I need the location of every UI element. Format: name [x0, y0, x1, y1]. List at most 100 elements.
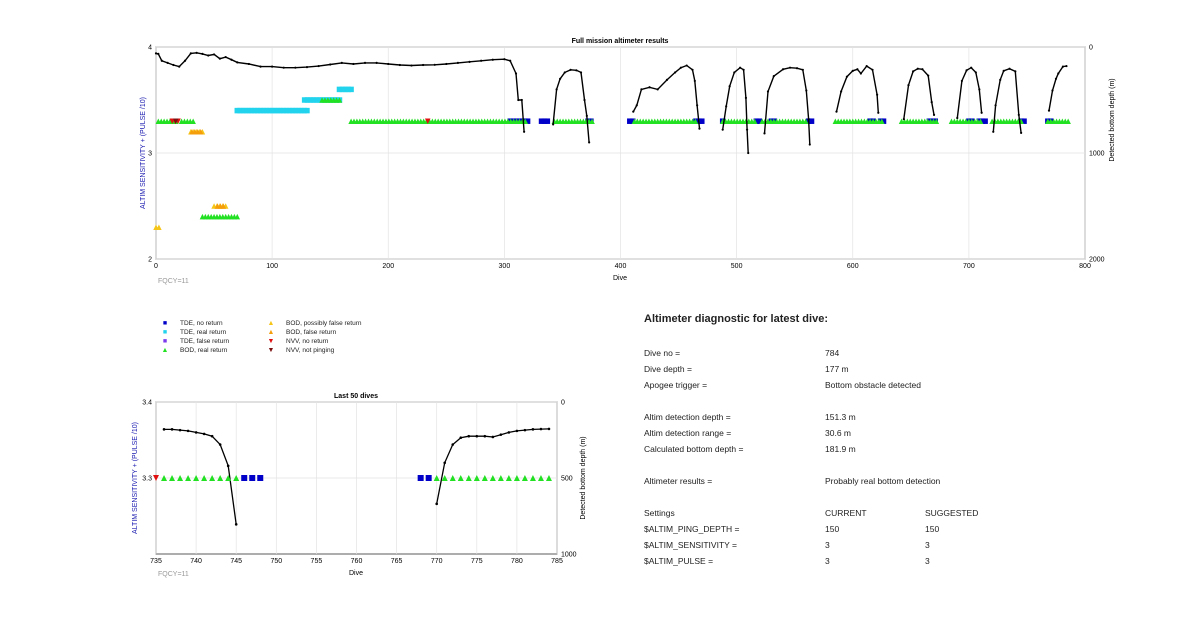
depth-point — [514, 72, 518, 75]
x-tick-label: 700 — [963, 263, 975, 270]
depth-point — [763, 132, 766, 135]
depth-point — [433, 63, 436, 66]
depth-point — [1017, 113, 1020, 116]
depth-point — [696, 104, 699, 107]
x-tick-label: 770 — [431, 558, 443, 565]
depth-point — [172, 63, 175, 67]
y-tick-label: 3.4 — [142, 400, 152, 407]
x-tick-label: 755 — [311, 558, 323, 565]
bod-real-return-marker — [933, 118, 940, 124]
bod-real-return-marker — [505, 475, 512, 481]
dive-depth-line — [903, 67, 935, 120]
depth-point — [224, 55, 227, 59]
bod-real-return-marker — [751, 118, 758, 124]
top-fqcy-annotation: FQCY=11 — [158, 278, 189, 285]
y-tick-label: 2 — [148, 257, 152, 264]
depth-point — [656, 88, 659, 91]
depth-point — [698, 127, 701, 130]
diagnostic-value: 30.6 m — [825, 428, 851, 438]
top-chart-title: Full mission altimeter results — [572, 38, 669, 45]
y-tick-label: 3.3 — [142, 476, 152, 483]
diagnostic-value: 151.3 m — [825, 412, 856, 422]
depth-point — [499, 433, 503, 436]
depth-point — [509, 59, 512, 62]
depth-point — [563, 71, 566, 74]
depth-point — [294, 66, 297, 69]
diagnostic-value: 177 m — [825, 364, 849, 374]
depth-point — [807, 117, 810, 121]
depth-point — [212, 53, 216, 56]
nvv-not-pinging-marker — [172, 118, 179, 124]
diagnostic-value: Bottom obstacle detected — [825, 380, 921, 390]
depth-point — [531, 428, 535, 431]
depth-point — [1065, 64, 1068, 68]
legend-item: ▲ BOD, real return — [160, 347, 228, 354]
tde-real-return-marker — [298, 107, 304, 114]
bod-real-return-marker — [441, 475, 448, 481]
diagnostic-value: 784 — [825, 348, 840, 358]
tde-no-return-marker — [541, 118, 548, 124]
depth-point — [480, 59, 483, 62]
diagnostic-label: Altim detection range = — [644, 428, 732, 438]
bottom-y2-label: Detected bottom depth (m) — [580, 436, 587, 519]
tde-no-return-marker — [544, 118, 551, 124]
dive-depth-line — [992, 67, 1022, 133]
bod-real-return-marker — [1065, 118, 1071, 124]
bod-real-return-marker — [177, 475, 184, 481]
tde-real-return-marker — [278, 107, 284, 114]
depth-point — [234, 523, 238, 526]
tde-real-return-marker — [304, 107, 310, 114]
legend-label: BOD, real return — [180, 347, 228, 354]
diagnostic-label: Dive depth = — [644, 364, 692, 374]
legend-symbol: ■ — [162, 320, 168, 327]
tde-real-return-marker — [301, 97, 308, 103]
tde-real-return-marker — [272, 107, 278, 114]
tde-no-return-marker — [257, 475, 264, 481]
depth-point — [569, 68, 572, 71]
settings-header-current: CURRENT — [825, 508, 867, 518]
depth-point — [851, 69, 854, 72]
depth-point — [927, 74, 930, 77]
tde-real-return-marker — [339, 86, 346, 93]
depth-point — [1008, 67, 1011, 70]
bod-real-return-marker — [433, 475, 440, 481]
nvv-no-return-marker — [424, 118, 431, 124]
legend-label: BOD, false return — [286, 329, 337, 336]
x-tick-label: 300 — [499, 263, 511, 270]
tde-no-return-marker — [982, 118, 988, 124]
tde-real-return-marker — [249, 107, 255, 114]
depth-point — [808, 143, 811, 146]
depth-point — [475, 434, 479, 438]
depth-point — [907, 84, 910, 87]
depth-point — [271, 65, 274, 68]
depth-point — [503, 58, 506, 61]
depth-point — [1020, 131, 1023, 134]
tde-real-return-marker — [345, 86, 351, 93]
x-tick-label: 0 — [154, 263, 158, 270]
depth-point — [1051, 89, 1054, 92]
tde-real-return-marker — [304, 97, 311, 103]
tde-no-return-marker — [753, 118, 760, 124]
depth-point — [515, 429, 519, 433]
bottom-x-label: Dive — [349, 570, 363, 577]
depth-point — [960, 79, 964, 83]
depth-point — [579, 71, 583, 74]
legend-item: ■ TDE, real return — [160, 329, 226, 336]
depth-point — [970, 66, 973, 69]
setting-name: $ALTIM_PING_DEPTH = — [644, 524, 740, 534]
x-tick-label: 760 — [351, 558, 363, 565]
x-tick-label: 775 — [471, 558, 483, 565]
bod-real-return-marker — [589, 118, 595, 124]
x-tick-label: 745 — [230, 558, 242, 565]
bod-real-return-marker — [201, 475, 208, 481]
bod-real-return-marker — [977, 118, 984, 124]
depth-point — [230, 58, 233, 61]
bod-real-return-marker — [190, 118, 196, 124]
x-tick-label: 740 — [190, 558, 202, 565]
depth-point — [742, 68, 745, 71]
depth-point — [157, 52, 160, 55]
tde-real-return-marker — [295, 107, 302, 114]
tde-no-return-marker — [629, 118, 636, 124]
top-y2-label: Detected bottom depth (m) — [1109, 78, 1116, 161]
depth-point — [766, 90, 770, 93]
